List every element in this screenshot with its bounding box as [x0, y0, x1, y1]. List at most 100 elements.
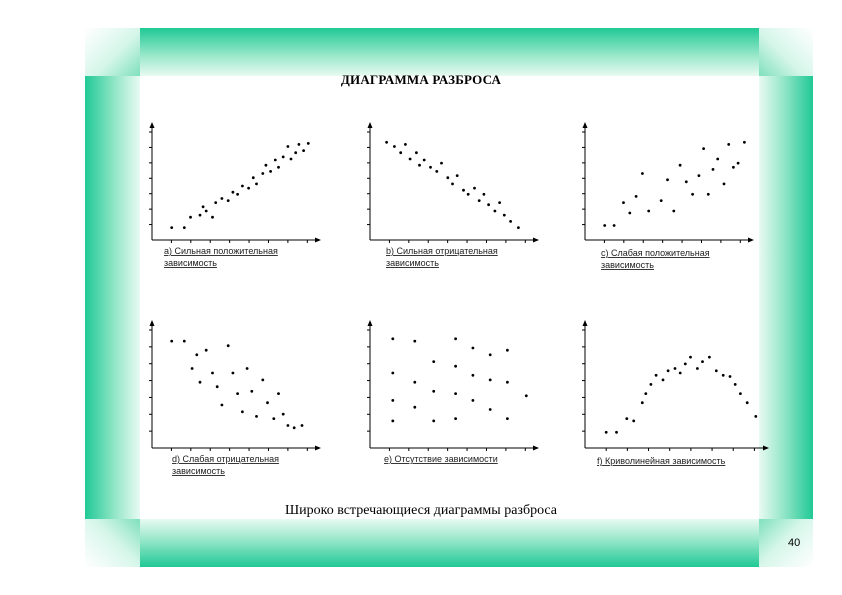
frame-corner-top-left: [85, 28, 140, 76]
data-point: [241, 184, 244, 188]
frame-corner-bottom-right: [759, 519, 813, 567]
x-axis-arrow: [748, 237, 754, 243]
data-point: [506, 348, 509, 352]
data-point: [732, 165, 735, 169]
data-point: [306, 142, 310, 145]
frame-left-bar: [85, 76, 140, 519]
data-point: [385, 140, 388, 144]
frame-bottom-bar: [140, 519, 759, 567]
data-point: [432, 419, 436, 423]
data-point: [236, 392, 240, 395]
data-point: [678, 163, 682, 167]
plot-label: b) Сильная отрицательная: [386, 246, 498, 256]
data-point: [204, 209, 208, 213]
data-point: [706, 192, 710, 196]
scatter-plot-2: b) Сильная отрицательная зависимость: [367, 122, 539, 268]
data-point: [654, 373, 658, 377]
data-point: [182, 226, 186, 230]
plot-label: f) Криволинейная зависимость: [597, 456, 726, 466]
slide-content-panel: [140, 76, 759, 519]
data-point: [672, 209, 676, 213]
y-axis-arrow: [149, 122, 155, 128]
data-point: [714, 369, 718, 373]
data-point: [391, 399, 395, 402]
data-point: [429, 165, 432, 169]
data-point: [702, 147, 705, 151]
data-point: [517, 226, 520, 230]
data-point: [666, 369, 670, 373]
scatter-plot-3: с) Слабая положительная зависимость: [582, 122, 754, 270]
data-point: [644, 392, 648, 395]
data-point: [286, 424, 290, 427]
scatter-plot-5: е) Отсутствие зависимости: [367, 320, 539, 464]
data-point: [462, 188, 465, 192]
data-point: [641, 172, 644, 175]
data-point: [211, 371, 214, 375]
data-point: [727, 143, 731, 146]
data-point: [477, 199, 481, 203]
y-axis-arrow: [582, 122, 588, 128]
plot-label: зависимость: [164, 258, 217, 268]
data-point: [473, 186, 476, 190]
data-point: [498, 201, 501, 205]
slide-title: ДИАГРАММА РАЗБРОСА: [340, 72, 502, 87]
data-point: [736, 161, 740, 165]
frame-corner-top-right: [759, 28, 813, 76]
data-point: [418, 163, 421, 167]
data-point: [226, 199, 230, 203]
data-point: [684, 180, 688, 184]
data-point: [273, 158, 277, 162]
data-point: [170, 226, 174, 230]
data-point: [716, 157, 720, 161]
data-point: [666, 178, 669, 182]
data-point: [701, 360, 704, 363]
y-axis-arrow: [582, 320, 588, 326]
data-point: [198, 213, 202, 217]
data-point: [743, 140, 746, 144]
data-point: [454, 392, 457, 395]
frame-corner-bottom-left: [85, 519, 140, 567]
data-point: [198, 380, 202, 384]
data-point: [297, 143, 301, 146]
data-point: [214, 201, 218, 205]
data-point: [241, 410, 244, 414]
data-point: [220, 197, 224, 200]
data-point: [612, 224, 616, 227]
data-point: [659, 199, 663, 203]
data-point: [689, 355, 692, 359]
data-point: [281, 412, 285, 416]
data-point: [266, 401, 269, 405]
data-point: [524, 394, 528, 398]
data-point: [754, 415, 758, 418]
data-point: [281, 155, 285, 159]
data-point: [391, 371, 395, 375]
data-point: [264, 163, 268, 167]
data-point: [634, 195, 638, 198]
data-point: [661, 378, 665, 382]
data-point: [721, 373, 725, 377]
data-point: [231, 371, 235, 375]
data-point: [245, 367, 249, 370]
x-axis-arrow: [763, 445, 769, 451]
data-point: [454, 337, 457, 341]
plot-label: зависимость: [601, 260, 654, 270]
data-point: [195, 353, 199, 357]
data-point: [204, 348, 208, 352]
data-point: [647, 209, 651, 213]
data-point: [493, 209, 497, 213]
data-point: [189, 215, 192, 219]
data-point: [261, 378, 265, 382]
data-point: [415, 151, 418, 155]
data-point: [696, 367, 699, 370]
data-point: [649, 383, 653, 386]
data-point: [673, 367, 677, 370]
data-point: [302, 149, 305, 153]
scatter-plot-6: f) Криволинейная зависимость: [582, 320, 769, 466]
data-point: [231, 190, 235, 194]
data-point: [728, 375, 732, 378]
data-point: [488, 353, 492, 357]
scatter-plot-4: d) Слабая отрицательная зависимость: [149, 320, 321, 476]
plot-label: зависимость: [386, 258, 439, 268]
data-point: [454, 364, 457, 368]
data-point: [289, 157, 293, 161]
